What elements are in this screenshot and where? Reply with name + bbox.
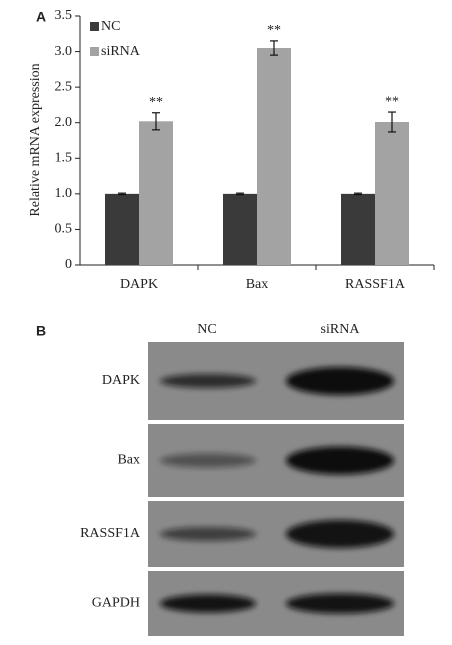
error-bar [236, 192, 244, 196]
band [286, 446, 394, 475]
separator [148, 567, 404, 571]
significance: ** [149, 95, 163, 110]
y-tick-label: 1.5 [55, 151, 73, 166]
bar [223, 193, 257, 265]
band [160, 374, 256, 388]
row-label: DAPK [102, 373, 140, 388]
panel-label: B [36, 323, 46, 339]
band [160, 527, 256, 541]
band [160, 594, 256, 613]
x-tick-label: Bax [246, 277, 269, 292]
y-tick-label: 0.5 [55, 222, 73, 237]
bar [341, 193, 375, 265]
error-bar [270, 40, 278, 56]
y-tick-label: 1.0 [55, 186, 73, 201]
error-bar [118, 192, 126, 196]
row-label: RASSF1A [80, 526, 141, 541]
bar [257, 48, 291, 266]
error-bar [354, 192, 362, 196]
error-bar [388, 111, 396, 133]
band [160, 453, 256, 468]
error-bar [152, 112, 160, 131]
legend-swatch [90, 47, 99, 56]
band [286, 367, 394, 395]
x-tick-label: RASSF1A [345, 277, 406, 292]
bar [375, 122, 409, 265]
bar [139, 121, 173, 265]
column-label: siRNA [321, 322, 361, 337]
column-label: NC [197, 322, 216, 337]
y-tick-label: 2.5 [55, 79, 73, 94]
y-axis-label: Relative mRNA expression [28, 63, 43, 216]
row-label: Bax [117, 453, 140, 468]
separator [148, 420, 404, 424]
band [286, 593, 394, 614]
significance: ** [385, 94, 399, 109]
x-tick-label: DAPK [120, 277, 158, 292]
band [286, 520, 394, 548]
legend-label: siRNA [101, 44, 141, 59]
legend-swatch [90, 22, 99, 31]
bar [105, 193, 139, 265]
row-label: GAPDH [92, 596, 140, 611]
y-tick-label: 2.0 [55, 115, 73, 130]
western-blot [148, 342, 404, 636]
y-tick-label: 0 [65, 257, 72, 272]
y-tick-label: 3.0 [55, 44, 73, 59]
y-tick-label: 3.5 [55, 8, 73, 23]
panel-label: A [36, 9, 46, 25]
separator [148, 497, 404, 501]
legend-label: NC [101, 19, 120, 34]
significance: ** [267, 23, 281, 38]
